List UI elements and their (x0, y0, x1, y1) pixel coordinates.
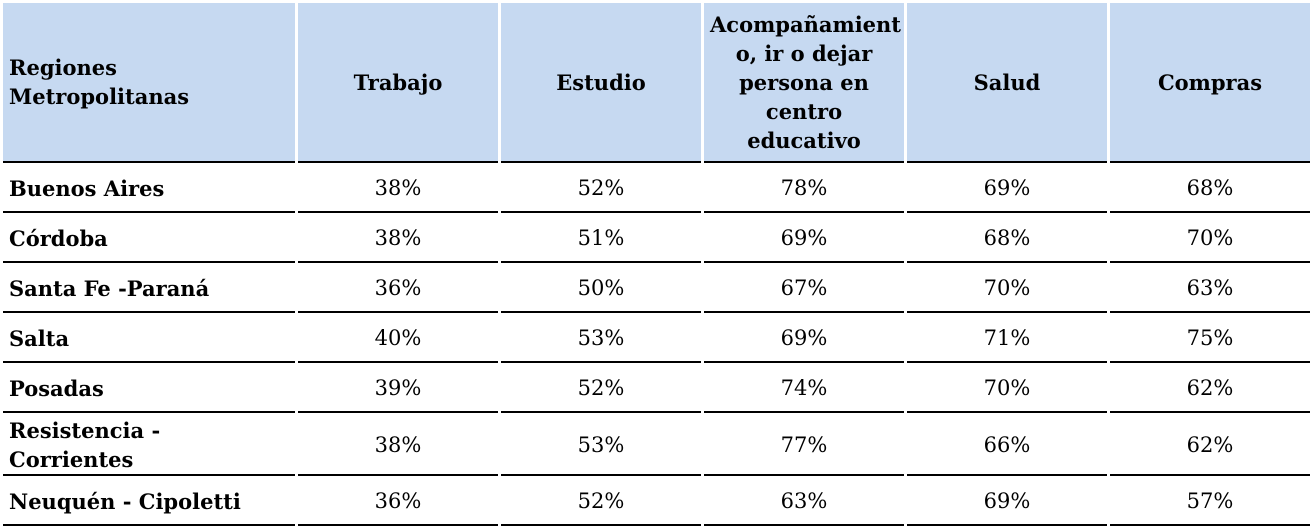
estudio-cell: 53% (501, 316, 701, 363)
compras-cell: 57% (1110, 479, 1310, 526)
trabajo-cell: 36% (298, 266, 498, 313)
acompanamiento-cell: 69% (704, 316, 904, 363)
trabajo-cell: 38% (298, 416, 498, 476)
header-regiones: Regiones Metropolitanas (3, 3, 295, 163)
trabajo-cell: 38% (298, 166, 498, 213)
table-row: Córdoba 38% 51% 69% 68% 70% (3, 216, 1310, 263)
estudio-cell: 52% (501, 366, 701, 413)
header-trabajo: Trabajo (298, 3, 498, 163)
estudio-cell: 50% (501, 266, 701, 313)
header-acomp-line5: educativo (747, 127, 861, 153)
acompanamiento-cell: 74% (704, 366, 904, 413)
table-row: Neuquén - Cipoletti 36% 52% 63% 69% 57% (3, 479, 1310, 526)
header-regiones-line1: Regiones (9, 55, 117, 80)
trabajo-cell: 40% (298, 316, 498, 363)
header-estudio: Estudio (501, 3, 701, 163)
salud-cell: 69% (907, 479, 1107, 526)
compras-cell: 62% (1110, 416, 1310, 476)
estudio-cell: 52% (501, 166, 701, 213)
header-compras: Compras (1110, 3, 1310, 163)
header-acomp-line2: o, ir o dejar (735, 40, 873, 66)
acompanamiento-cell: 63% (704, 479, 904, 526)
header-regiones-line2: Metropolitanas (9, 84, 190, 109)
estudio-cell: 52% (501, 479, 701, 526)
acompanamiento-cell: 69% (704, 216, 904, 263)
trabajo-cell: 38% (298, 216, 498, 263)
header-acomp-line4: centro (765, 98, 843, 124)
table-row: Salta 40% 53% 69% 71% 75% (3, 316, 1310, 363)
trabajo-cell: 39% (298, 366, 498, 413)
header-acomp-line1: Acompañamient (710, 11, 901, 37)
region-cell: Córdoba (3, 216, 295, 263)
salud-cell: 71% (907, 316, 1107, 363)
salud-cell: 70% (907, 266, 1107, 313)
compras-cell: 62% (1110, 366, 1310, 413)
region-cell: Posadas (3, 366, 295, 413)
estudio-cell: 53% (501, 416, 701, 476)
table-row: Posadas 39% 52% 74% 70% 62% (3, 366, 1310, 413)
salud-cell: 66% (907, 416, 1107, 476)
header-acomp-line3: persona en (739, 69, 869, 95)
table-row: Buenos Aires 38% 52% 78% 69% 68% (3, 166, 1310, 213)
acompanamiento-cell: 78% (704, 166, 904, 213)
estudio-cell: 51% (501, 216, 701, 263)
region-cell: Neuquén - Cipoletti (3, 479, 295, 526)
header-acompanamiento: Acompañamient o, ir o dejar persona en c… (704, 3, 904, 163)
table-row: Santa Fe -Paraná 36% 50% 67% 70% 63% (3, 266, 1310, 313)
compras-cell: 70% (1110, 216, 1310, 263)
salud-cell: 70% (907, 366, 1107, 413)
acompanamiento-cell: 77% (704, 416, 904, 476)
salud-cell: 68% (907, 216, 1107, 263)
header-row: Regiones Metropolitanas Trabajo Estudio … (3, 3, 1310, 163)
salud-cell: 69% (907, 166, 1107, 213)
compras-cell: 63% (1110, 266, 1310, 313)
table-row: Resistencia - Corrientes 38% 53% 77% 66%… (3, 416, 1310, 476)
compras-cell: 68% (1110, 166, 1310, 213)
trabajo-cell: 36% (298, 479, 498, 526)
compras-cell: 75% (1110, 316, 1310, 363)
header-salud: Salud (907, 3, 1107, 163)
region-cell: Buenos Aires (3, 166, 295, 213)
region-cell: Resistencia - Corrientes (3, 416, 295, 476)
acompanamiento-cell: 67% (704, 266, 904, 313)
region-cell: Salta (3, 316, 295, 363)
region-cell: Santa Fe -Paraná (3, 266, 295, 313)
